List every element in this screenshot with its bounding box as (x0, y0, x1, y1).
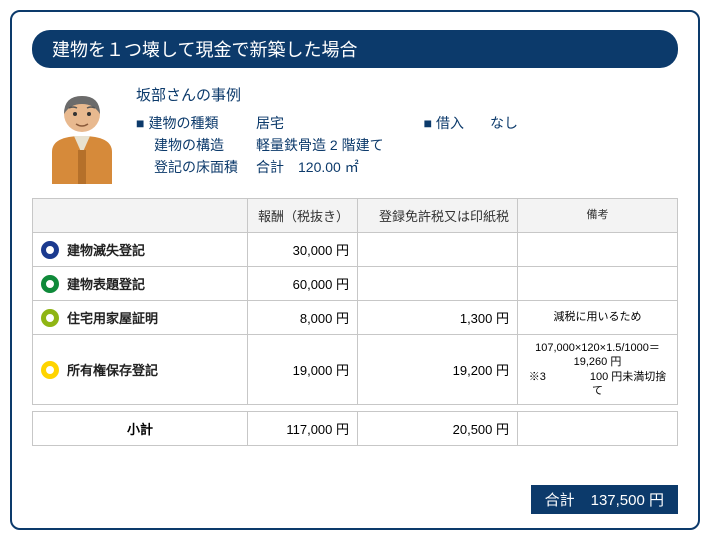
case-info: 坂部さんの事例 建物の種類 居宅 建物の構造 軽量鉄骨造 2 階建て 登記の床面… (136, 84, 678, 177)
subtotal-label: 小計 (33, 412, 248, 446)
document-frame: 建物を１つ壊して現金で新築した場合 坂部さんの事例 建物の種類 居宅 (10, 10, 700, 530)
subtotal-tax: 20,500 円 (358, 412, 518, 446)
row-name-cell: 住宅用家屋証明 (33, 301, 248, 335)
th-fee: 報酬（税抜き） (248, 199, 358, 233)
subtotal-fee: 117,000 円 (248, 412, 358, 446)
row-note (518, 267, 678, 301)
loan-value: なし (490, 113, 518, 133)
th-name (33, 199, 248, 233)
row-name: 所有権保存登記 (67, 360, 158, 379)
row-name: 住宅用家屋証明 (67, 308, 158, 327)
row-name-cell: 所有権保存登記 (33, 335, 248, 405)
structure-value: 軽量鉄骨造 2 階建て (256, 135, 384, 155)
row-fee: 19,000 円 (248, 335, 358, 405)
table-row: 所有権保存登記 19,000 円19,200 円107,000×120×1.5/1… (33, 335, 678, 405)
row-fee: 8,000 円 (248, 301, 358, 335)
total-label: 合計 (545, 489, 575, 510)
subtotal-table: 小計 117,000 円 20,500 円 (32, 411, 678, 446)
structure-label: 建物の構造 (136, 135, 246, 155)
row-tax (358, 267, 518, 301)
row-tax: 1,300 円 (358, 301, 518, 335)
row-name-cell: 建物滅失登記 (33, 233, 248, 267)
type-label: 建物の種類 (136, 113, 246, 133)
ring-icon (41, 275, 59, 293)
row-name: 建物表題登記 (67, 274, 145, 293)
subtotal-note (518, 412, 678, 446)
ring-icon (41, 309, 59, 327)
title-bar: 建物を１つ壊して現金で新築した場合 (32, 30, 678, 68)
type-value: 居宅 (256, 113, 284, 133)
th-tax: 登録免許税又は印紙税 (358, 199, 518, 233)
title-text: 建物を１つ壊して現金で新築した場合 (52, 40, 357, 60)
row-note: 減税に用いるため (518, 301, 678, 335)
area-value: 合計 120.00 ㎡ (256, 157, 359, 177)
row-fee: 30,000 円 (248, 233, 358, 267)
fee-table: 報酬（税抜き） 登録免許税又は印紙税 備考 建物滅失登記30,000 円建物表題… (32, 198, 678, 405)
th-note: 備考 (518, 199, 678, 233)
ring-icon (41, 241, 59, 259)
row-tax: 19,200 円 (358, 335, 518, 405)
row-name-cell: 建物表題登記 (33, 267, 248, 301)
row-note (518, 233, 678, 267)
table-row: 建物滅失登記 30,000 円 (33, 233, 678, 267)
total-box: 合計 137,500 円 (531, 485, 678, 514)
case-section: 坂部さんの事例 建物の種類 居宅 建物の構造 軽量鉄骨造 2 階建て 登記の床面… (32, 84, 678, 184)
row-name: 建物滅失登記 (67, 240, 145, 259)
ring-icon (41, 361, 59, 379)
table-row: 住宅用家屋証明 8,000 円1,300 円減税に用いるため (33, 301, 678, 335)
avatar-icon (42, 84, 122, 184)
table-row: 建物表題登記 60,000 円 (33, 267, 678, 301)
row-tax (358, 233, 518, 267)
row-fee: 60,000 円 (248, 267, 358, 301)
loan-label: 借入 (424, 113, 464, 133)
row-note: 107,000×120×1.5/1000＝19,260 円 ※3 100 円未満… (518, 335, 678, 405)
total-value: 137,500 円 (591, 489, 664, 510)
area-label: 登記の床面積 (136, 157, 246, 177)
case-title: 坂部さんの事例 (136, 84, 678, 105)
